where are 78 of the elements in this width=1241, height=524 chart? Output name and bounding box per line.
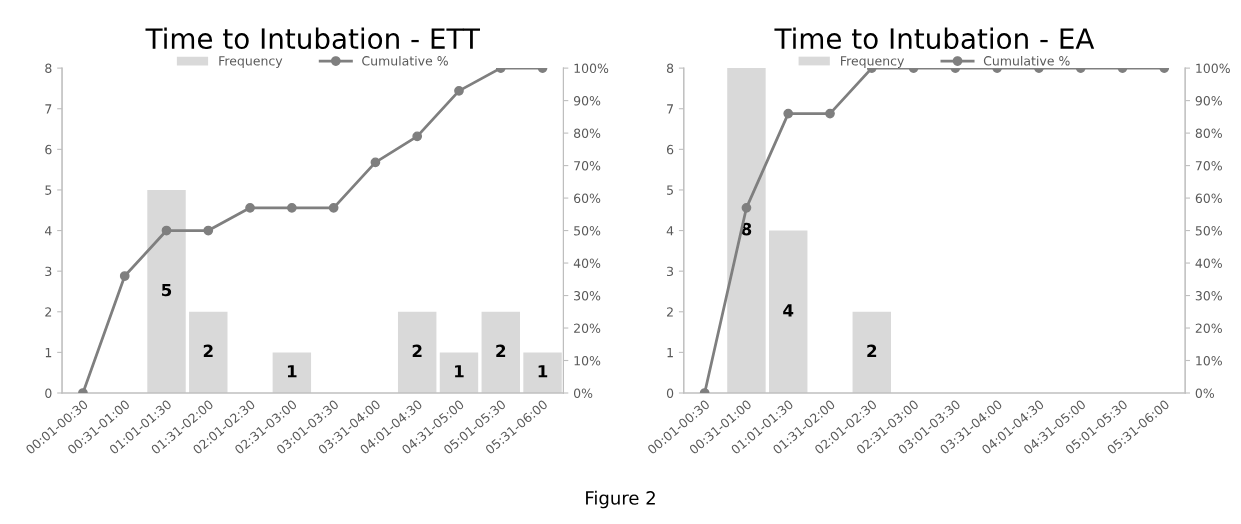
- data-label: 1: [538, 365, 548, 378]
- point: [161, 225, 172, 236]
- point: [286, 202, 297, 213]
- y-tick-label: 4: [666, 226, 674, 236]
- y2-tick-label: 50%: [574, 226, 601, 236]
- chart-title: Time to Intubation - ETT: [145, 27, 481, 50]
- legend-label: Frequency: [219, 56, 283, 68]
- y-tick-label: 3: [667, 266, 674, 277]
- y2-tick-label: 10%: [574, 355, 601, 366]
- bar: [397, 311, 437, 393]
- y2-tick-label: 80%: [1195, 128, 1222, 139]
- legend-label: Frequency: [841, 56, 905, 68]
- y2-tick-label: 40%: [1195, 258, 1222, 268]
- point: [454, 85, 464, 96]
- y-tick-label: 7: [45, 104, 52, 114]
- y-tick-label: 1: [667, 348, 673, 358]
- data-label: 1: [287, 365, 297, 378]
- data-label: 2: [867, 344, 877, 357]
- y2-tick-label: 80%: [574, 128, 601, 139]
- y2-tick-label: 0%: [573, 388, 593, 398]
- y2-tick-label: 90%: [1195, 96, 1222, 106]
- point: [370, 157, 381, 168]
- y-tick-label: 8: [666, 63, 674, 74]
- data-label: 2: [412, 344, 422, 357]
- chart-title: Time to Intubation - EA: [774, 27, 1095, 50]
- y2-tick-label: 0%: [1195, 388, 1215, 398]
- bar: [852, 311, 892, 393]
- data-label: 1: [455, 365, 464, 378]
- y-tick-label: 5: [45, 185, 52, 195]
- y-tick-label: 6: [666, 144, 674, 155]
- bar: [727, 68, 766, 393]
- data-label: 2: [496, 344, 506, 357]
- y2-tick-label: 30%: [574, 291, 601, 301]
- y2-tick-label: 70%: [574, 161, 601, 171]
- legend-label: Cumulative %: [983, 55, 1070, 66]
- y-tick-label: 3: [45, 266, 52, 277]
- point: [328, 202, 339, 213]
- y2-tick-label: 10%: [1196, 355, 1222, 366]
- point: [412, 131, 423, 142]
- y-tick-label: 8: [45, 63, 52, 74]
- y2-tick-label: 100%: [574, 63, 609, 74]
- data-label: 2: [203, 344, 213, 357]
- point: [119, 271, 130, 281]
- point: [203, 225, 214, 236]
- y2-tick-label: 60%: [574, 193, 601, 203]
- point: [245, 202, 255, 213]
- y-tick-label: 2: [45, 307, 52, 317]
- caption: Figure 2: [586, 490, 655, 509]
- y-tick-label: 4: [44, 226, 52, 236]
- y2-tick-label: 100%: [1196, 63, 1230, 74]
- y2-tick-label: 40%: [573, 258, 601, 268]
- y2-tick-label: 30%: [1195, 291, 1222, 301]
- bar: [147, 189, 186, 393]
- y2-tick-label: 20%: [574, 323, 601, 333]
- legend-label: Cumulative %: [362, 55, 448, 66]
- data-label: 5: [161, 283, 172, 297]
- bar: [439, 352, 479, 393]
- y2-tick-label: 20%: [1195, 323, 1222, 333]
- bar: [769, 230, 808, 393]
- y2-tick-label: 90%: [573, 96, 601, 106]
- bar: [481, 311, 520, 393]
- y-tick-label: 1: [45, 348, 52, 358]
- y-tick-label: 7: [667, 104, 673, 114]
- bar: [272, 352, 312, 393]
- y2-tick-label: 60%: [1195, 193, 1222, 203]
- bar: [523, 352, 562, 393]
- y2-tick-label: 50%: [1195, 226, 1222, 236]
- point: [741, 202, 752, 213]
- y-tick-label: 2: [667, 307, 673, 317]
- point: [825, 108, 835, 119]
- y-tick-label: 0: [45, 388, 52, 398]
- data-label: 4: [783, 304, 794, 317]
- y2-tick-label: 70%: [1195, 161, 1222, 171]
- y-tick-label: 6: [45, 144, 52, 155]
- bar: [189, 311, 228, 393]
- point: [783, 108, 794, 119]
- y-tick-label: 0: [666, 388, 674, 398]
- y-tick-label: 5: [667, 185, 673, 195]
